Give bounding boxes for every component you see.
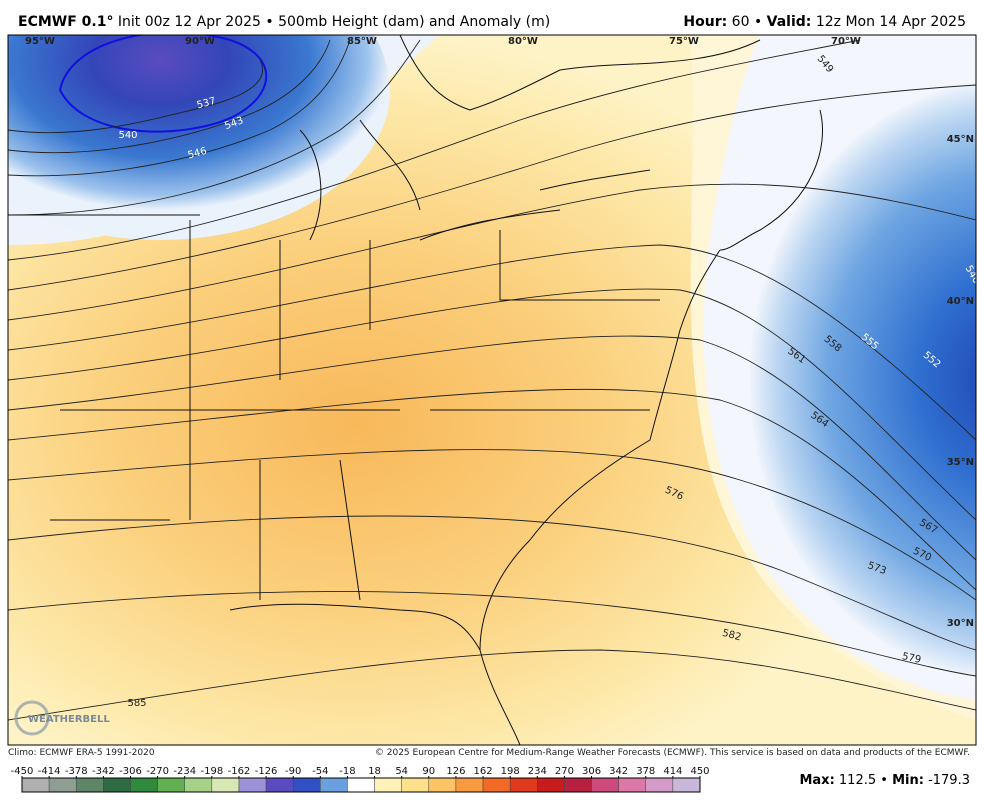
colorbar-tick-label: -234 xyxy=(173,766,196,777)
colorbar-tick-label: -162 xyxy=(228,766,251,777)
model: ECMWF 0.1° xyxy=(18,14,113,30)
colorbar-swatch xyxy=(292,777,321,793)
header: ECMWF 0.1° Init 00z 12 Apr 2025 • 500mb … xyxy=(18,14,966,30)
colorbar-swatch xyxy=(103,777,131,793)
stats: Max: 112.5 • Min: -179.3 xyxy=(799,773,970,788)
logo-text: WEATHERBELL xyxy=(28,714,110,725)
anomaly-field xyxy=(8,35,390,240)
colorbar-swatch xyxy=(509,777,538,793)
colorbar-tick-label: 342 xyxy=(609,766,628,777)
colorbar-swatch xyxy=(130,777,158,793)
colorbar-swatch xyxy=(320,777,348,793)
latitude-label: 30°N xyxy=(947,618,974,629)
hour: 60 xyxy=(732,14,750,30)
colorbar-tick-label: -414 xyxy=(38,766,61,777)
contour-highlight xyxy=(58,35,268,133)
colorbar-swatch xyxy=(401,777,430,793)
borders xyxy=(8,35,823,745)
colorbar-swatch xyxy=(428,777,457,793)
min-value: -179.3 xyxy=(928,773,970,788)
colorbar-tick-label: 234 xyxy=(528,766,547,777)
colorbar-tick-label: 270 xyxy=(555,766,574,777)
colorbar-swatch xyxy=(591,777,619,793)
contour-label: 582 xyxy=(721,628,742,644)
run-info: Init 00z 12 Apr 2025 • 500mb Height (dam… xyxy=(118,14,550,30)
longitude-label: 95°W xyxy=(25,36,55,47)
colorbar-tick-label: 378 xyxy=(636,766,655,777)
longitude-labels: 95°W 90°W 85°W 80°W 75°W 70°W xyxy=(25,36,861,47)
colorbar-tick-label: 414 xyxy=(663,766,682,777)
colorbar-tick-label: 198 xyxy=(501,766,520,777)
colorbar-swatch xyxy=(455,777,484,793)
contour-label: 540 xyxy=(118,130,137,141)
colorbar-tick-label: -18 xyxy=(339,766,355,777)
max-label: Max: xyxy=(799,773,834,788)
colorbar-tick-label: -90 xyxy=(285,766,301,777)
colorbar-swatch xyxy=(537,777,565,793)
min-label: Min: xyxy=(892,773,924,788)
colorbar-swatch xyxy=(672,777,701,793)
climo-note: Climo: ECMWF ERA-5 1991-2020 xyxy=(8,748,155,758)
colorbar-swatch xyxy=(184,777,213,793)
colorbar-swatch xyxy=(564,777,592,793)
colorbar-tick-label: 306 xyxy=(582,766,601,777)
header-left: ECMWF 0.1° Init 00z 12 Apr 2025 • 500mb … xyxy=(18,14,550,30)
longitude-label: 70°W xyxy=(831,36,861,47)
colorbar-frame xyxy=(21,777,701,793)
colorbar-swatch xyxy=(238,777,267,793)
separator: • xyxy=(880,773,888,788)
hour-label: Hour: xyxy=(683,14,727,30)
colorbar-swatch xyxy=(265,777,294,793)
map-frame xyxy=(7,34,977,746)
contour-label: 546 xyxy=(187,146,208,162)
colorbar-tick-label: -450 xyxy=(11,766,34,777)
map: 95°W 90°W 85°W 80°W 75°W 70°W 45°N 40°N … xyxy=(8,35,976,745)
colorbar-swatch xyxy=(157,777,185,793)
colorbar: -450 -414 -378 -342 -306 -270 -234 -198 -162 -126… xyxy=(11,766,710,793)
colorbar-swatch xyxy=(645,777,674,793)
colorbar-tick-label: -198 xyxy=(200,766,223,777)
contour-label: 537 xyxy=(196,96,217,112)
latitude-labels: 45°N 40°N 35°N 30°N xyxy=(947,134,974,629)
anomaly-field xyxy=(750,82,976,678)
logo: WEATHERBELL xyxy=(14,700,110,736)
colorbar-swatch xyxy=(211,777,240,793)
latitude-label: 45°N xyxy=(947,134,974,145)
colorbar-tick-label: 54 xyxy=(395,766,408,777)
longitude-label: 85°W xyxy=(347,36,377,47)
contour-label: 585 xyxy=(127,698,146,709)
colorbar-swatch xyxy=(347,777,375,793)
colorbar-tick-label: 162 xyxy=(473,766,492,777)
colorbar-swatch xyxy=(618,777,647,793)
colorbar-tick-label: 450 xyxy=(690,766,709,777)
separator: • xyxy=(754,14,762,30)
colorbar-tick-label: -306 xyxy=(119,766,142,777)
copyright: © 2025 European Centre for Medium-Range … xyxy=(375,748,970,758)
colorbar-tick-label: 90 xyxy=(422,766,435,777)
valid-time: 12z Mon 14 Apr 2025 xyxy=(816,14,966,30)
contour-label: 579 xyxy=(901,651,922,666)
colorbar-swatch xyxy=(482,777,511,793)
colorbar-tick-label: 18 xyxy=(368,766,381,777)
header-right: Hour: 60 • Valid: 12z Mon 14 Apr 2025 xyxy=(683,14,966,30)
longitude-label: 90°W xyxy=(185,36,215,47)
valid-label: Valid: xyxy=(767,14,812,30)
colorbar-tick-label: -270 xyxy=(146,766,169,777)
colorbar-swatch xyxy=(75,777,104,793)
colorbar-tick-label: -342 xyxy=(92,766,115,777)
colorbar-swatch xyxy=(21,777,50,793)
colorbar-tick-label: 126 xyxy=(446,766,465,777)
max-value: 112.5 xyxy=(839,773,876,788)
colorbar-swatch xyxy=(48,777,77,793)
latitude-label: 40°N xyxy=(947,296,974,307)
colorbar-tick-label: -378 xyxy=(65,766,88,777)
colorbar-tick-label: -126 xyxy=(255,766,278,777)
colorbar-swatch xyxy=(374,777,402,793)
colorbar-tick-label: -54 xyxy=(312,766,328,777)
contours xyxy=(8,39,976,721)
latitude-label: 35°N xyxy=(947,457,974,468)
longitude-label: 75°W xyxy=(669,36,699,47)
longitude-label: 80°W xyxy=(508,36,538,47)
